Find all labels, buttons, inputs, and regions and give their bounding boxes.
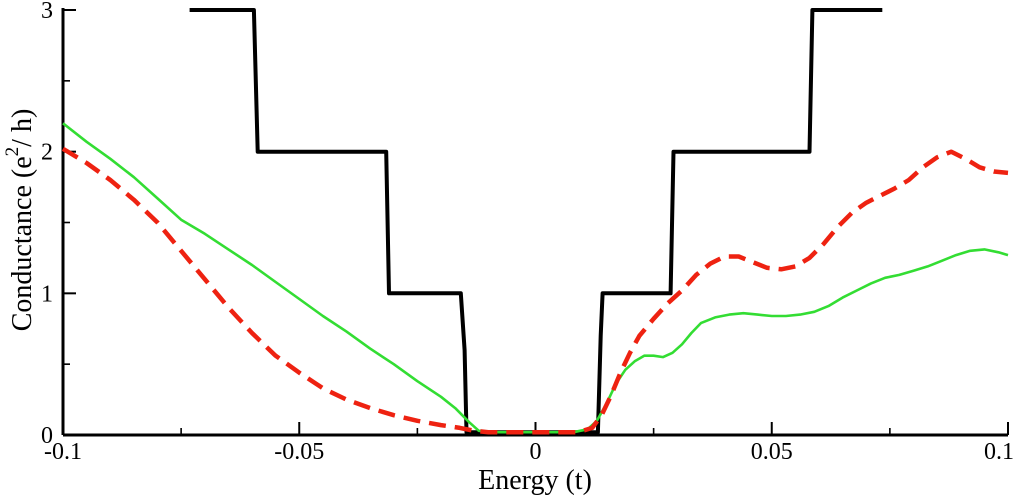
y-tick-label: 3 <box>41 0 53 24</box>
y-tick-label: 1 <box>41 281 53 307</box>
y-tick-label: 0 <box>41 423 53 449</box>
y-axis-label-pre: Conductance (e <box>7 156 39 332</box>
y-tick-label: 2 <box>41 140 53 166</box>
series-green-solid <box>62 122 1009 434</box>
x-tick-label: -0.1 <box>44 439 82 465</box>
y-axis-label-post: / h) <box>7 108 39 147</box>
x-tick-label: -0.05 <box>274 439 324 465</box>
x-tick-label: 0 <box>530 439 542 465</box>
x-tick-label: 0.1 <box>984 439 1014 465</box>
y-axis-label-sup: 2 <box>1 146 23 157</box>
x-tick-label: 0.05 <box>751 439 793 465</box>
y-axis-label: Conductance (e2/ h) <box>1 108 39 332</box>
series-red-dashed <box>61 146 1009 435</box>
x-axis-label: Energy (t) <box>478 465 592 496</box>
